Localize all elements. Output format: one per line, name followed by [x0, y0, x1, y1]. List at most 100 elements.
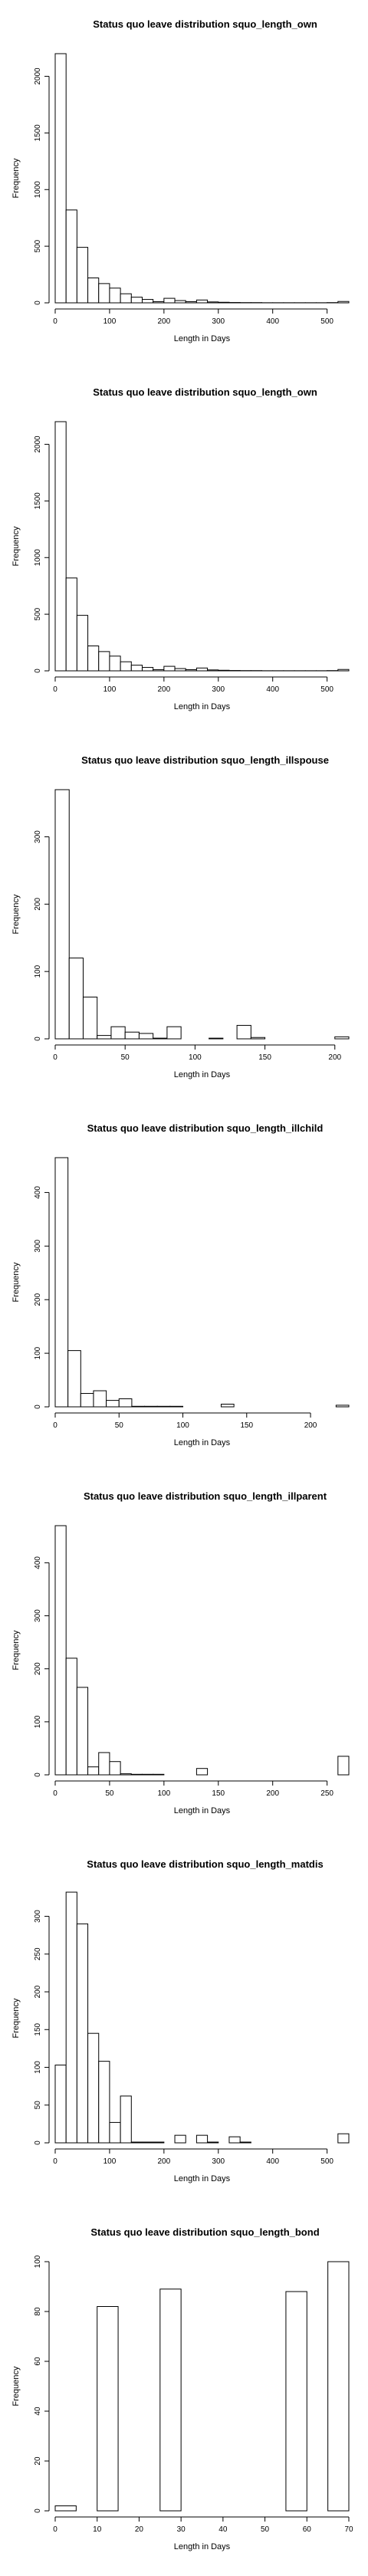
x-tick-label: 0 [53, 2157, 58, 2166]
histogram-bar [220, 1404, 235, 1408]
y-tick-label: 300 [34, 1910, 42, 1923]
x-tick-label: 50 [105, 1789, 114, 1798]
x-tick-label: 500 [320, 2157, 334, 2166]
x-tick-label: 20 [135, 2525, 144, 2534]
histogram-bar [153, 301, 165, 304]
y-tick-label: 300 [34, 830, 42, 843]
histogram-bar [174, 300, 186, 304]
histogram-bar [163, 665, 176, 672]
histogram-bar [141, 1773, 154, 1776]
x-tick-label: 100 [176, 1421, 189, 1430]
histogram-bar [337, 669, 350, 672]
chart-title: Status quo leave distribution squo_lengt… [87, 1858, 323, 1870]
histogram-bar [76, 1923, 89, 2144]
histogram-bar [76, 1687, 89, 1776]
histogram-bar [169, 1405, 184, 1408]
histogram-bar [120, 1773, 132, 1776]
histogram-chart-4: Status quo leave distribution squo_lengt… [12, 1122, 350, 1447]
y-tick-label: 400 [34, 1556, 42, 1569]
histogram-bar [65, 1658, 77, 1776]
histogram-bar [138, 1033, 154, 1040]
x-tick-label: 100 [104, 317, 117, 326]
chart-title: Status quo leave distribution squo_lengt… [81, 754, 329, 766]
histogram-bar [120, 661, 132, 672]
histogram-bar [120, 2095, 132, 2144]
x-tick-label: 100 [104, 685, 117, 694]
histogram-bar [185, 669, 197, 672]
histogram-bar [109, 656, 121, 672]
histogram-bar [196, 667, 209, 672]
histogram-bar [196, 1768, 209, 1776]
histogram-bar [54, 421, 67, 672]
histogram-bar [130, 1773, 143, 1776]
x-tick-label: 400 [266, 317, 279, 326]
y-tick-label: 1000 [34, 549, 42, 567]
histogram-bar [109, 1761, 121, 1776]
histogram-bar [174, 2134, 186, 2144]
histogram-bar [97, 1035, 112, 1040]
histogram-bar [141, 667, 154, 672]
x-tick-label: 400 [266, 2157, 279, 2166]
histogram-bar [87, 1766, 100, 1776]
x-tick-label: 50 [121, 1053, 130, 1062]
y-tick-label: 0 [34, 669, 42, 673]
y-axis-label: Frequency [12, 2366, 21, 2406]
y-tick-label: 500 [34, 239, 42, 252]
x-tick-label: 150 [212, 1789, 225, 1798]
x-tick-label: 100 [104, 2157, 117, 2166]
histogram-bar [228, 2136, 241, 2144]
x-tick-label: 200 [158, 685, 171, 694]
histogram-bar [185, 301, 197, 304]
x-axis-label: Length in Days [174, 1438, 231, 1447]
histogram-bar [196, 299, 209, 304]
y-tick-label: 200 [34, 898, 42, 911]
histogram-bar [153, 1037, 168, 1040]
x-tick-label: 150 [258, 1053, 271, 1062]
histogram-bar [285, 2291, 307, 2512]
histogram-bar [153, 2141, 165, 2144]
y-tick-label: 250 [34, 1947, 42, 1960]
y-axis-label: Frequency [12, 158, 21, 198]
histogram-chart-1: Status quo leave distribution squo_lengt… [12, 18, 350, 343]
x-tick-label: 150 [240, 1421, 253, 1430]
x-tick-label: 500 [320, 685, 334, 694]
x-tick-label: 500 [320, 317, 334, 326]
histogram-bar [130, 297, 143, 304]
histogram-bar [110, 1026, 126, 1040]
y-tick-label: 200 [34, 1293, 42, 1306]
y-tick-label: 1500 [34, 124, 42, 142]
histogram-bar [54, 789, 70, 1040]
histogram-bar [98, 2061, 110, 2144]
x-tick-label: 0 [53, 685, 58, 694]
x-tick-label: 50 [115, 1421, 124, 1430]
y-tick-label: 300 [34, 1609, 42, 1622]
y-axis-label: Frequency [12, 1998, 21, 2038]
y-tick-label: 1000 [34, 181, 42, 199]
histogram-bar [207, 669, 219, 672]
histogram-bar [109, 2121, 121, 2144]
histogram-bar [93, 1390, 107, 1408]
histogram-bar [54, 53, 67, 304]
x-tick-label: 250 [320, 1789, 334, 1798]
x-tick-label: 40 [219, 2525, 228, 2534]
x-axis-label: Length in Days [174, 334, 231, 343]
x-tick-label: 60 [303, 2525, 312, 2534]
histogram-bar [130, 665, 143, 672]
chart-title: Status quo leave distribution squo_lengt… [87, 1122, 324, 1134]
chart-title: Status quo leave distribution squo_lengt… [84, 1490, 327, 1502]
y-tick-label: 20 [34, 2456, 42, 2466]
histogram-bar [337, 2133, 350, 2144]
histogram-bar [131, 1405, 146, 1408]
y-tick-label: 500 [34, 607, 42, 620]
histogram-bar [97, 2306, 119, 2512]
histogram-bar [250, 1037, 266, 1040]
histogram-bar [337, 301, 350, 304]
x-axis-label: Length in Days [174, 1806, 231, 1815]
x-axis-label: Length in Days [174, 702, 231, 711]
histogram-bar [98, 651, 110, 672]
chart-title: Status quo leave distribution squo_lengt… [93, 386, 317, 398]
x-tick-label: 0 [53, 1421, 58, 1430]
histogram-bar [239, 2141, 251, 2144]
x-tick-label: 100 [189, 1053, 202, 1062]
histogram-bar [82, 997, 98, 1040]
